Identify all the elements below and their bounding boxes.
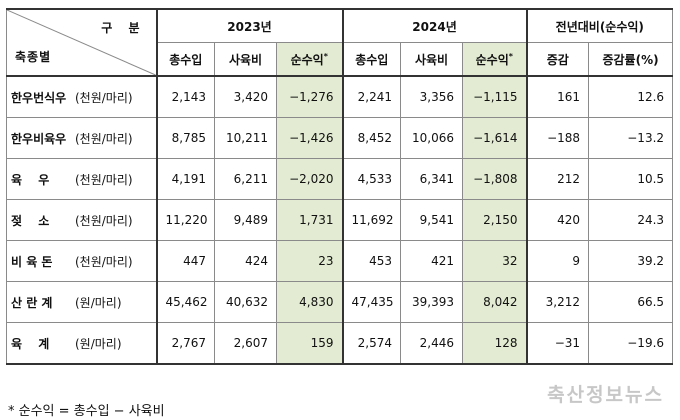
cost-2024: 10,066: [400, 117, 464, 159]
income-2024: 4,533: [341, 158, 402, 200]
row-label: 한우비육우 (천원/마리): [6, 117, 157, 159]
change-rate: 66.5: [588, 281, 674, 323]
cost-2023: 9,489: [214, 199, 277, 241]
net-2023: 1,731: [275, 199, 344, 241]
net-2023: −1,276: [275, 75, 344, 118]
header-category-label: 구 분: [101, 21, 146, 35]
table-row: 육 우 (천원/마리) 4,191 6,211 −2,020 4,533 6,34…: [6, 158, 674, 200]
livestock-income-table: 구 분 축종별 2023년 2024년 전년대비(순수익) 총수입 사육비 순수…: [6, 8, 674, 365]
change: −31: [525, 322, 590, 365]
income-2023: 8,785: [155, 117, 215, 159]
net-2023: −2,020: [275, 158, 344, 200]
income-2023: 2,143: [155, 75, 215, 118]
net-2024: −1,614: [462, 117, 528, 159]
change: 161: [525, 75, 590, 118]
change: 420: [525, 199, 590, 241]
change: 3,212: [525, 281, 590, 323]
header-cost-2024: 사육비: [400, 42, 464, 77]
header-change: 증감: [525, 42, 590, 77]
net-2024: 128: [462, 322, 528, 365]
income-2023: 45,462: [155, 281, 215, 323]
cost-2023: 2,607: [214, 322, 277, 365]
table-row: 산 란 계 (원/마리) 45,462 40,632 4,830 47,435 3…: [6, 281, 674, 323]
change: 9: [525, 240, 590, 282]
net-2023: 23: [275, 240, 344, 282]
change-rate: 39.2: [588, 240, 674, 282]
income-2024: 11,692: [341, 199, 402, 241]
change-rate: 10.5: [588, 158, 674, 200]
header-corner-cell: 구 분 축종별: [6, 8, 157, 77]
cost-2024: 9,541: [400, 199, 464, 241]
header-income-2023: 총수입: [155, 42, 215, 77]
row-label: 비 육 돈 (천원/마리): [6, 240, 157, 282]
net-2024: −1,808: [462, 158, 528, 200]
cost-2024: 6,341: [400, 158, 464, 200]
change-rate: −19.6: [588, 322, 674, 365]
row-label: 육 우 (천원/마리): [6, 158, 157, 200]
income-2024: 8,452: [341, 117, 402, 159]
net-2023: 4,830: [275, 281, 344, 323]
change-rate: 12.6: [588, 75, 674, 118]
header-year-2024: 2024년: [341, 8, 528, 43]
income-2024: 47,435: [341, 281, 402, 323]
header-year-2023: 2023년: [155, 8, 344, 43]
watermark: 축산정보뉴스: [547, 384, 664, 406]
row-label: 산 란 계 (원/마리): [6, 281, 157, 323]
table-row: 한우비육우 (천원/마리) 8,785 10,211 −1,426 8,452 1…: [6, 117, 674, 159]
income-2024: 2,574: [341, 322, 402, 365]
cost-2023: 424: [214, 240, 277, 282]
header-livestock-label: 축종별: [15, 50, 52, 64]
table-row: 젖 소 (천원/마리) 11,220 9,489 1,731 11,692 9,5…: [6, 199, 674, 241]
cost-2024: 2,446: [400, 322, 464, 365]
cost-2024: 3,356: [400, 75, 464, 118]
change: 212: [525, 158, 590, 200]
income-2024: 2,241: [341, 75, 402, 118]
income-2023: 4,191: [155, 158, 215, 200]
net-2023: −1,426: [275, 117, 344, 159]
income-2023: 2,767: [155, 322, 215, 365]
net-2023: 159: [275, 322, 344, 365]
cost-2023: 10,211: [214, 117, 277, 159]
header-income-2024: 총수입: [341, 42, 402, 77]
cost-2023: 6,211: [214, 158, 277, 200]
table-row: 육 계 (원/마리) 2,767 2,607 159 2,574 2,446 12…: [6, 322, 674, 365]
diagonal-divider: [7, 10, 156, 75]
net-2024: 8,042: [462, 281, 528, 323]
row-label: 육 계 (원/마리): [6, 322, 157, 365]
net-2024: 32: [462, 240, 528, 282]
net-2024: −1,115: [462, 75, 528, 118]
change-rate: 24.3: [588, 199, 674, 241]
header-yoy: 전년대비(순수익): [525, 8, 674, 43]
footnote: * 순수익 = 총수입 − 사육비: [8, 404, 165, 419]
header-net-2023: 순수익*: [275, 42, 344, 77]
net-2024: 2,150: [462, 199, 528, 241]
row-label: 젖 소 (천원/마리): [6, 199, 157, 241]
cost-2024: 421: [400, 240, 464, 282]
income-2023: 447: [155, 240, 215, 282]
table-row: 한우번식우 (천원/마리) 2,143 3,420 −1,276 2,241 3,…: [6, 75, 674, 118]
cost-2023: 3,420: [214, 75, 277, 118]
table-row: 비 육 돈 (천원/마리) 447 424 23 453 421 32 9 39.…: [6, 240, 674, 282]
header-net-2024: 순수익*: [462, 42, 528, 77]
income-2024: 453: [341, 240, 402, 282]
cost-2023: 40,632: [214, 281, 277, 323]
row-label: 한우번식우 (천원/마리): [6, 75, 157, 118]
header-cost-2023: 사육비: [214, 42, 277, 77]
change: −188: [525, 117, 590, 159]
income-2023: 11,220: [155, 199, 215, 241]
cost-2024: 39,393: [400, 281, 464, 323]
change-rate: −13.2: [588, 117, 674, 159]
header-change-rate: 증감률(%): [588, 42, 674, 77]
